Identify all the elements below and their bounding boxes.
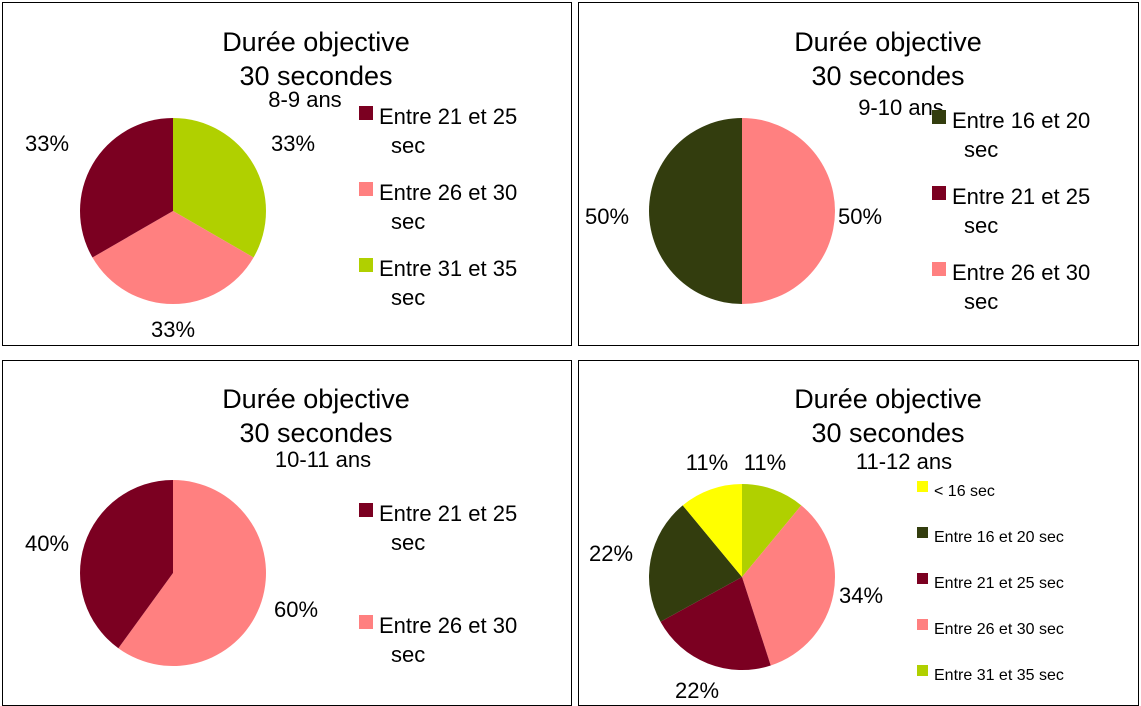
legend-swatch	[932, 110, 946, 124]
legend-swatch	[359, 258, 373, 272]
chart-subtitle: 9-10 ans	[858, 95, 944, 120]
legend-label: sec	[391, 642, 425, 667]
legend-label: Entre 21 et 25	[379, 501, 517, 526]
legend-swatch	[932, 262, 946, 276]
pie-data-label: 22%	[675, 678, 719, 703]
pie-chart-11-12-ans: Durée objective 30 secondes 11-12 ans 11% 34…	[578, 360, 1139, 706]
legend-swatch	[359, 182, 373, 196]
pie-slice	[92, 211, 254, 304]
chart-title-line2: 30 secondes	[239, 61, 392, 91]
pie-slice	[742, 118, 835, 304]
pie-data-label: 40%	[25, 531, 69, 556]
legend-label: Entre 26 et 30 sec	[934, 621, 1064, 638]
legend-swatch	[917, 481, 928, 492]
legend-label: Entre 16 et 20	[952, 108, 1090, 133]
legend-swatch	[359, 503, 373, 517]
legend-label: Entre 26 et 30	[379, 613, 517, 638]
legend-swatch	[932, 186, 946, 200]
pie-data-label: 33%	[271, 131, 315, 156]
pie-chart-8-9-ans: Durée objective 30 secondes 8-9 ans 33% 33% 3…	[2, 2, 572, 346]
pie-slice	[682, 484, 742, 577]
pie-data-label: 33%	[151, 317, 195, 342]
pie-chart-10-11-ans: Durée objective 30 secondes 10-11 ans 60% 40…	[2, 360, 572, 706]
chart-subtitle: 8-9 ans	[268, 87, 341, 112]
pie-data-label: 60%	[274, 597, 318, 622]
pie-data-label: 11%	[744, 450, 786, 475]
legend-label: Entre 16 et 20 sec	[934, 529, 1064, 546]
legend-swatch	[359, 106, 373, 120]
pie-data-label: 11%	[686, 450, 728, 475]
chart-title-line2: 30 secondes	[811, 61, 964, 91]
legend-swatch	[917, 619, 928, 630]
pie-slice	[80, 118, 173, 258]
pie-slice	[118, 480, 267, 666]
pie-slice	[742, 505, 836, 666]
pie-data-label: 33%	[25, 131, 69, 156]
legend-swatch	[917, 665, 928, 676]
legend-label: sec	[391, 209, 425, 234]
legend-label: Entre 21 et 25	[952, 184, 1090, 209]
pie-data-label: 22%	[589, 541, 633, 566]
chart-title: Durée objective	[794, 384, 982, 414]
legend-label: Entre 26 et 30	[379, 180, 517, 205]
pie-slice	[648, 505, 742, 622]
pie-data-label: 50%	[585, 204, 629, 229]
chart-title-line2: 30 secondes	[239, 418, 392, 448]
legend-label: sec	[964, 137, 998, 162]
legend-label: Entre 26 et 30	[952, 260, 1090, 285]
pie-slice	[742, 484, 802, 577]
chart-title-line2: 30 secondes	[811, 418, 964, 448]
pie-data-label: 34%	[839, 583, 883, 608]
chart-subtitle: 10-11 ans	[275, 447, 371, 472]
pie-data-label: 50%	[838, 204, 882, 229]
legend-label: sec	[964, 213, 998, 238]
legend-label: sec	[391, 530, 425, 555]
legend-label: Entre 31 et 35 sec	[934, 667, 1064, 684]
chart-title: Durée objective	[794, 27, 982, 57]
legend-swatch	[917, 527, 928, 538]
chart-title: Durée objective	[222, 384, 410, 414]
pie-slice	[173, 118, 266, 258]
legend-label: Entre 21 et 25 sec	[934, 575, 1064, 592]
legend-label: < 16 sec	[934, 483, 995, 500]
legend-swatch	[359, 615, 373, 629]
chart-svg: Durée objective 30 secondes 9-10 ans 50% 50%…	[585, 27, 1090, 314]
legend-label: Entre 21 et 25	[379, 104, 517, 129]
pie-slice	[80, 480, 173, 649]
legend-swatch	[917, 573, 928, 584]
legend-label: sec	[964, 289, 998, 314]
legend-label: sec	[391, 133, 425, 158]
chart-subtitle: 11-12 ans	[856, 449, 952, 474]
pie-slice	[649, 118, 742, 304]
legend-label: Entre 31 et 35	[379, 256, 517, 281]
pie-chart-9-10-ans: Durée objective 30 secondes 9-10 ans 50% 50%…	[578, 2, 1139, 346]
legend-label: sec	[391, 285, 425, 310]
pie-slice	[660, 577, 771, 671]
chart-title: Durée objective	[222, 27, 410, 57]
